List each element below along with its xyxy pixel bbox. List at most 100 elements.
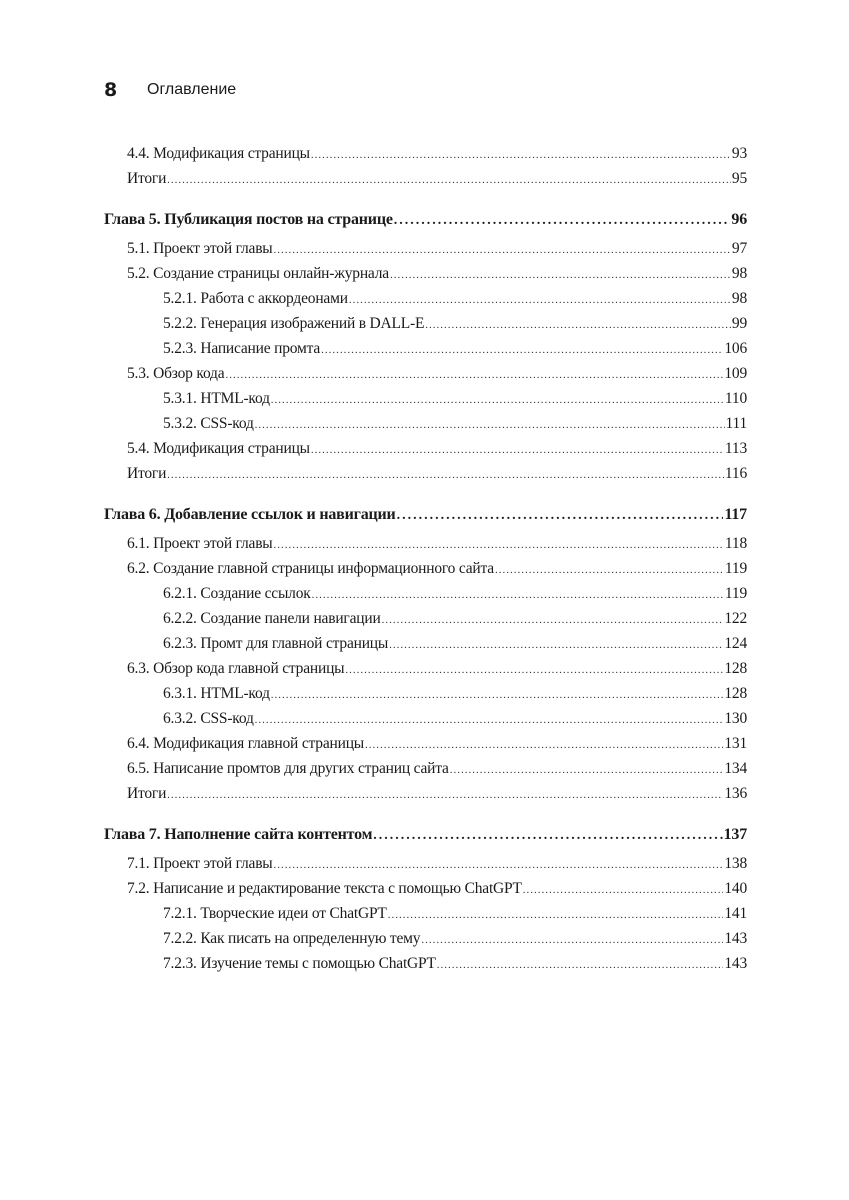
dot-leader [425, 313, 731, 338]
toc-entry[interactable]: 6.2. Создание главной страницы информаци… [104, 556, 747, 581]
dot-leader [345, 658, 723, 683]
entry-title: Глава 7. Наполнение сайта контентом [104, 826, 373, 843]
dot-leader [437, 953, 724, 978]
toc-entry[interactable]: 6.2.3. Промт для главной страницы 124 [104, 631, 747, 656]
toc-entry[interactable]: 5.2.1. Работа с аккордеонами 98 [104, 286, 747, 311]
toc-entry[interactable]: 5.3. Обзор кода 109 [104, 361, 747, 386]
entry-title: 6.3. Обзор кода главной страницы [127, 660, 345, 677]
entry-title: 5.2. Создание страницы онлайн-журнала [127, 265, 389, 282]
entry-page-number: 143 [724, 955, 747, 972]
toc-entry[interactable]: 5.2.3. Написание промта 106 [104, 336, 747, 361]
entry-title: 6.1. Проект этой главы [127, 535, 273, 552]
dot-leader [495, 558, 724, 583]
entry-page-number: 117 [724, 506, 747, 523]
entry-page-number: 106 [724, 340, 747, 357]
entry-page-number: 116 [724, 465, 747, 482]
entry-page-number: 99 [731, 315, 747, 332]
toc-entry[interactable]: Итоги 136 [104, 781, 747, 806]
toc-entry[interactable]: 6.2.1. Создание ссылок 119 [104, 581, 747, 606]
toc-entry[interactable]: 5.4. Модификация страницы 113 [104, 436, 747, 461]
toc-entry[interactable]: 6.1. Проект этой главы 118 [104, 531, 747, 556]
entry-title: Итоги [127, 465, 167, 482]
toc-entry[interactable]: 7.1. Проект этой главы 138 [104, 851, 747, 876]
entry-title: 6.2.3. Промт для главной страницы [163, 635, 389, 652]
dot-leader [255, 413, 725, 438]
entry-page-number: 95 [731, 170, 747, 187]
entry-page-number: 113 [724, 440, 747, 457]
entry-title: 6.2.2. Создание панели навигации [163, 610, 381, 627]
toc-entry[interactable]: 6.3.2. CSS-код 130 [104, 706, 747, 731]
entry-title: Итоги [127, 785, 167, 802]
entry-page-number: 96 [731, 211, 747, 228]
entry-title: 6.3.2. CSS-код [163, 710, 254, 727]
dot-leader [388, 903, 724, 928]
dot-leader [167, 168, 731, 193]
dot-leader [394, 208, 731, 234]
entry-page-number: 124 [724, 635, 747, 652]
entry-title: 5.2.1. Работа с аккордеонами [163, 290, 348, 307]
toc-chapter-entry[interactable]: Глава 7. Наполнение сайта контентом 137 [104, 822, 747, 851]
toc-entry[interactable]: 4.4. Модификация страницы 93 [104, 141, 747, 166]
entry-page-number: 143 [724, 930, 747, 947]
entry-page-number: 119 [724, 585, 747, 602]
toc-entry[interactable]: Итоги 95 [104, 166, 747, 191]
toc-entry[interactable]: 7.2.1. Творческие идеи от ChatGPT 141 [104, 901, 747, 926]
entry-title: 7.2. Написание и редактирование текста с… [127, 880, 522, 897]
entry-page-number: 130 [724, 710, 747, 727]
dot-leader [255, 708, 724, 733]
dot-leader [312, 583, 724, 608]
toc-entry[interactable]: 5.1. Проект этой главы 97 [104, 236, 747, 261]
toc-entry[interactable]: Итоги 116 [104, 461, 747, 486]
dot-leader [274, 533, 724, 558]
toc-entry[interactable]: 6.3. Обзор кода главной страницы 128 [104, 656, 747, 681]
entry-title: 5.1. Проект этой главы [127, 240, 273, 257]
table-of-contents: 4.4. Модификация страницы 93 Итоги 95 Глава … [104, 141, 747, 976]
toc-entry[interactable]: 7.2.2. Как писать на определенную тему 14… [104, 926, 747, 951]
entry-page-number: 138 [724, 855, 747, 872]
toc-entry[interactable]: 7.2.3. Изучение темы с помощью ChatGPT 14… [104, 951, 747, 976]
entry-page-number: 128 [724, 660, 747, 677]
entry-page-number: 111 [725, 415, 748, 432]
dot-leader [523, 878, 724, 903]
dot-leader [271, 683, 724, 708]
toc-entry[interactable]: 6.5. Написание промтов для других страни… [104, 756, 747, 781]
entry-title: 5.4. Модификация страницы [127, 440, 310, 457]
entry-title: 5.2.3. Написание промта [163, 340, 321, 357]
entry-title: 6.2.1. Создание ссылок [163, 585, 311, 602]
dot-leader [274, 853, 724, 878]
toc-entry[interactable]: 6.3.1. HTML-код 128 [104, 681, 747, 706]
entry-title: 4.4. Модификация страницы [127, 145, 310, 162]
toc-entry[interactable]: 5.3.1. HTML-код 110 [104, 386, 747, 411]
entry-title: Глава 5. Публикация постов на странице [104, 211, 393, 228]
dot-leader [382, 608, 724, 633]
dot-leader [225, 363, 723, 388]
entry-title: 6.3.1. HTML-код [163, 685, 270, 702]
dot-leader [450, 758, 724, 783]
entry-page-number: 110 [724, 390, 747, 407]
dot-leader [167, 463, 724, 488]
entry-page-number: 97 [731, 240, 747, 257]
entry-title: 7.2.3. Изучение темы с помощью ChatGPT [163, 955, 436, 972]
entry-title: 7.2.2. Как писать на определенную тему [163, 930, 421, 947]
entry-page-number: 109 [724, 365, 747, 382]
dot-leader [397, 503, 724, 529]
toc-entry[interactable]: 6.4. Модификация главной страницы 131 [104, 731, 747, 756]
entry-title: 5.3.1. HTML-код [163, 390, 270, 407]
toc-chapter-entry[interactable]: Глава 5. Публикация постов на странице 96 [104, 207, 747, 236]
entry-page-number: 98 [731, 290, 747, 307]
entry-title: 5.3.2. CSS-код [163, 415, 254, 432]
entry-page-number: 136 [724, 785, 747, 802]
dot-leader [271, 388, 724, 413]
toc-entry[interactable]: 5.2. Создание страницы онлайн-журнала 98 [104, 261, 747, 286]
entry-page-number: 119 [724, 560, 747, 577]
entry-page-number: 98 [731, 265, 747, 282]
toc-entry[interactable]: 5.2.2. Генерация изображений в DALL-E 99 [104, 311, 747, 336]
toc-chapter-entry[interactable]: Глава 6. Добавление ссылок и навигации 11… [104, 502, 747, 531]
toc-entry[interactable]: 5.3.2. CSS-код 111 [104, 411, 747, 436]
dot-leader [390, 263, 731, 288]
toc-entry[interactable]: 7.2. Написание и редактирование текста с… [104, 876, 747, 901]
toc-entry[interactable]: 6.2.2. Создание панели навигации 122 [104, 606, 747, 631]
dot-leader [311, 143, 731, 168]
entry-title: 7.2.1. Творческие идеи от ChatGPT [163, 905, 387, 922]
dot-leader [274, 238, 731, 263]
